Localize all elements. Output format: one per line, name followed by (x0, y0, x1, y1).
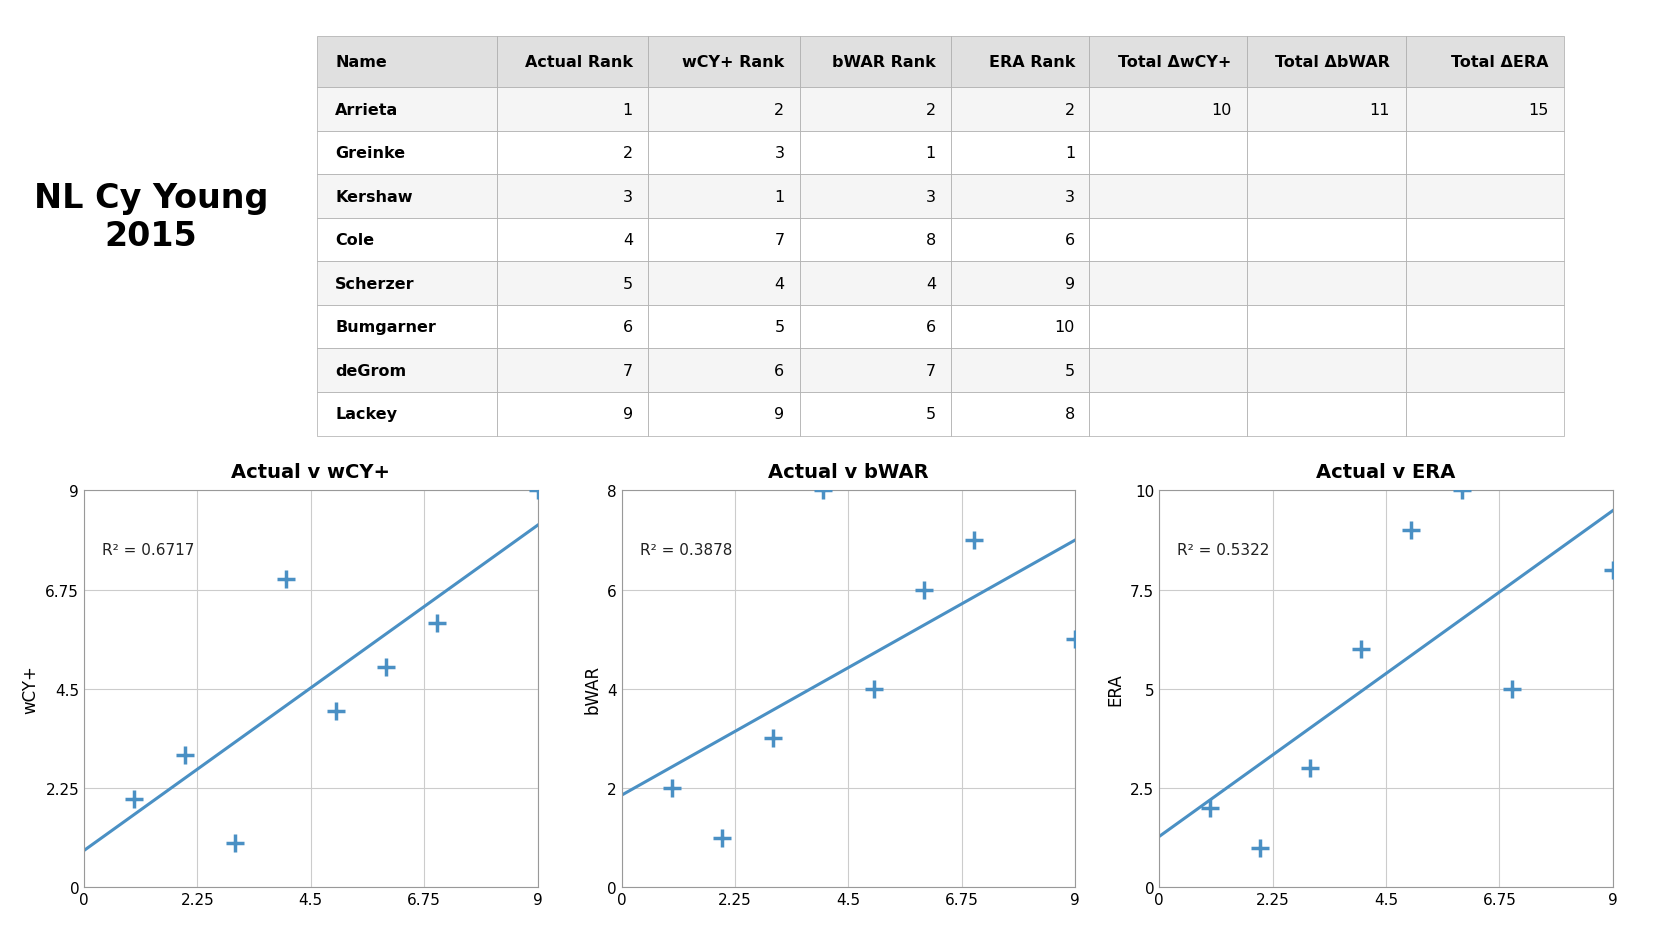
Title: Actual v bWAR: Actual v bWAR (768, 462, 929, 481)
Title: Actual v ERA: Actual v ERA (1317, 462, 1455, 481)
Point (810, 483, 837, 498)
Text: R² = 0.5322: R² = 0.5322 (1178, 543, 1270, 557)
Point (1398, 523, 1425, 538)
Point (759, 731, 786, 746)
Point (323, 703, 349, 718)
Y-axis label: ERA: ERA (1107, 673, 1124, 705)
Point (1499, 682, 1525, 697)
Point (911, 582, 937, 598)
Point (272, 571, 299, 586)
Point (524, 483, 551, 498)
Point (373, 660, 400, 675)
Text: R² = 0.3878: R² = 0.3878 (640, 543, 732, 557)
Point (423, 615, 450, 631)
Point (1347, 642, 1374, 657)
Y-axis label: bWAR: bWAR (583, 665, 601, 714)
Y-axis label: wCY+: wCY+ (22, 665, 40, 714)
Title: Actual v wCY+: Actual v wCY+ (232, 462, 390, 481)
Point (1448, 483, 1475, 498)
Point (121, 792, 148, 807)
Point (1196, 801, 1223, 816)
Point (222, 835, 249, 851)
Point (1062, 632, 1089, 648)
Point (709, 831, 736, 846)
Point (1297, 761, 1324, 776)
Point (1599, 563, 1626, 578)
Point (961, 532, 988, 548)
Point (1247, 840, 1273, 855)
Point (860, 682, 887, 697)
Point (171, 748, 198, 763)
Point (659, 781, 685, 796)
Text: R² = 0.6717: R² = 0.6717 (102, 543, 195, 557)
Text: NL Cy Young
2015: NL Cy Young 2015 (34, 181, 269, 253)
